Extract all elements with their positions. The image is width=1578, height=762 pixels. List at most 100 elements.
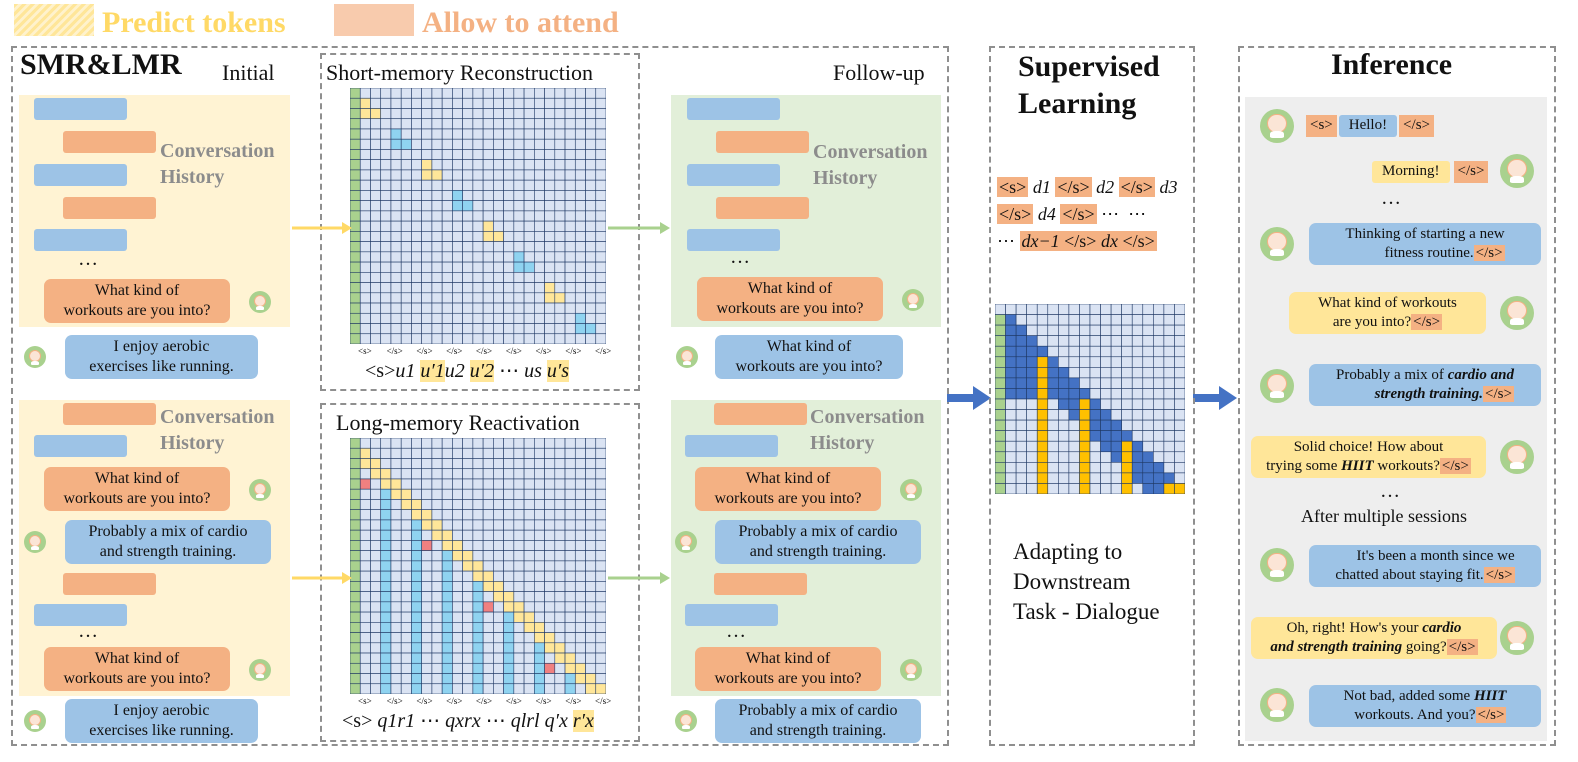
mask-cell (1089, 314, 1101, 326)
mask-cell (421, 128, 433, 140)
mask-cell-attend (1026, 377, 1038, 389)
mask-cell-attend (1047, 388, 1059, 400)
mask-cell-attend (411, 673, 422, 685)
mask-cell (574, 149, 586, 160)
mask-cell (1047, 462, 1059, 474)
mask-cell-bos (350, 519, 361, 531)
mask-cell (462, 652, 474, 664)
legend-predict-swatch (14, 4, 94, 36)
mask-cell (431, 601, 443, 613)
mask-cell-attend (1015, 388, 1027, 400)
axis-token-label: </s> (535, 696, 551, 706)
mask-cell (503, 509, 515, 521)
mask-cell (431, 251, 443, 263)
history-user-bar (34, 604, 127, 626)
mask-cell (1015, 462, 1027, 474)
mask-cell (585, 550, 597, 562)
mask-cell (595, 241, 606, 253)
mask-cell (513, 652, 525, 664)
mask-cell (1174, 430, 1185, 442)
mask-cell (431, 652, 443, 664)
mask-cell (380, 97, 392, 109)
mask-cell (411, 200, 422, 212)
mask-cell (1089, 483, 1101, 494)
history-bot-bar (63, 403, 156, 425)
mask-cell (452, 282, 463, 294)
mask-cell-attend (411, 519, 422, 531)
short-memory-sequence: <s>u1 u′1u2 u′2 ⋯ us u′s (365, 360, 570, 382)
mask-cell (370, 478, 382, 490)
mask-cell (400, 200, 412, 212)
mask-cell-attend (380, 550, 392, 562)
mask-cell (1153, 345, 1165, 358)
mask-cell (493, 292, 504, 304)
mask-cell (564, 591, 576, 603)
mask-cell (452, 499, 463, 510)
axis-token-label: </s> (565, 696, 581, 706)
supervised-title: Supervised Learning (1018, 50, 1160, 120)
mask-cell (523, 601, 535, 613)
mask-cell (431, 159, 443, 171)
mask-cell (503, 581, 515, 592)
mask-cell (1068, 356, 1080, 368)
mask-cell (431, 458, 443, 470)
mask-cell (380, 179, 392, 191)
mask-cell (359, 632, 371, 644)
mask-cell (534, 550, 545, 562)
mask-cell (534, 108, 545, 120)
mask-cell-attend (380, 509, 392, 521)
mask-cell (493, 200, 504, 212)
mask-cell (513, 190, 525, 201)
mask-cell-attend (1026, 345, 1038, 358)
mask-cell (544, 251, 556, 263)
mask-cell (544, 128, 556, 140)
mask-cell (585, 312, 597, 324)
mask-cell (370, 519, 382, 531)
mask-cell-attend (411, 540, 422, 551)
mask-cell (452, 118, 463, 130)
mask-cell-attend (1131, 472, 1144, 484)
mask-cell (595, 88, 606, 99)
arrow-right-icon (608, 222, 670, 234)
mask-cell (1015, 304, 1027, 315)
mask-cell (554, 88, 566, 99)
mask-cell (585, 478, 597, 490)
mask-cell (482, 138, 494, 150)
history-user-bar (687, 229, 780, 251)
mask-cell (400, 509, 412, 521)
mask-cell (544, 169, 556, 181)
mask-cell-eos (1079, 430, 1091, 442)
mask-cell (574, 468, 586, 480)
mask-cell (1005, 483, 1017, 494)
mask-cell (585, 231, 597, 242)
mask-cell (400, 190, 412, 201)
mask-cell (411, 169, 422, 181)
mask-cell (482, 509, 494, 521)
history-bot-bar (714, 573, 807, 595)
mask-cell (462, 323, 474, 335)
mask-cell (431, 128, 443, 140)
mask-cell (574, 478, 586, 490)
mask-cell (370, 632, 382, 644)
mask-cell (1121, 409, 1133, 421)
mask-cell (595, 519, 606, 531)
mask-cell-predict (574, 673, 586, 685)
mask-cell (359, 210, 371, 222)
history-label: Conversation History (160, 406, 275, 454)
mask-cell (503, 499, 515, 510)
mask-cell (1131, 335, 1144, 347)
mask-cell-attend (411, 570, 422, 582)
mask-cell (411, 323, 422, 335)
mask-cell-bos (995, 314, 1006, 326)
mask-cell (421, 323, 433, 335)
mask-cell (370, 241, 382, 253)
mask-cell (380, 272, 392, 283)
avatar-icon (1500, 296, 1534, 330)
mask-cell (431, 272, 443, 283)
mask-cell (503, 128, 515, 140)
mask-cell (1163, 304, 1175, 315)
mask-cell-attend (1005, 367, 1017, 379)
mask-cell (554, 458, 566, 470)
mask-cell (462, 282, 474, 294)
mask-cell (400, 622, 412, 633)
